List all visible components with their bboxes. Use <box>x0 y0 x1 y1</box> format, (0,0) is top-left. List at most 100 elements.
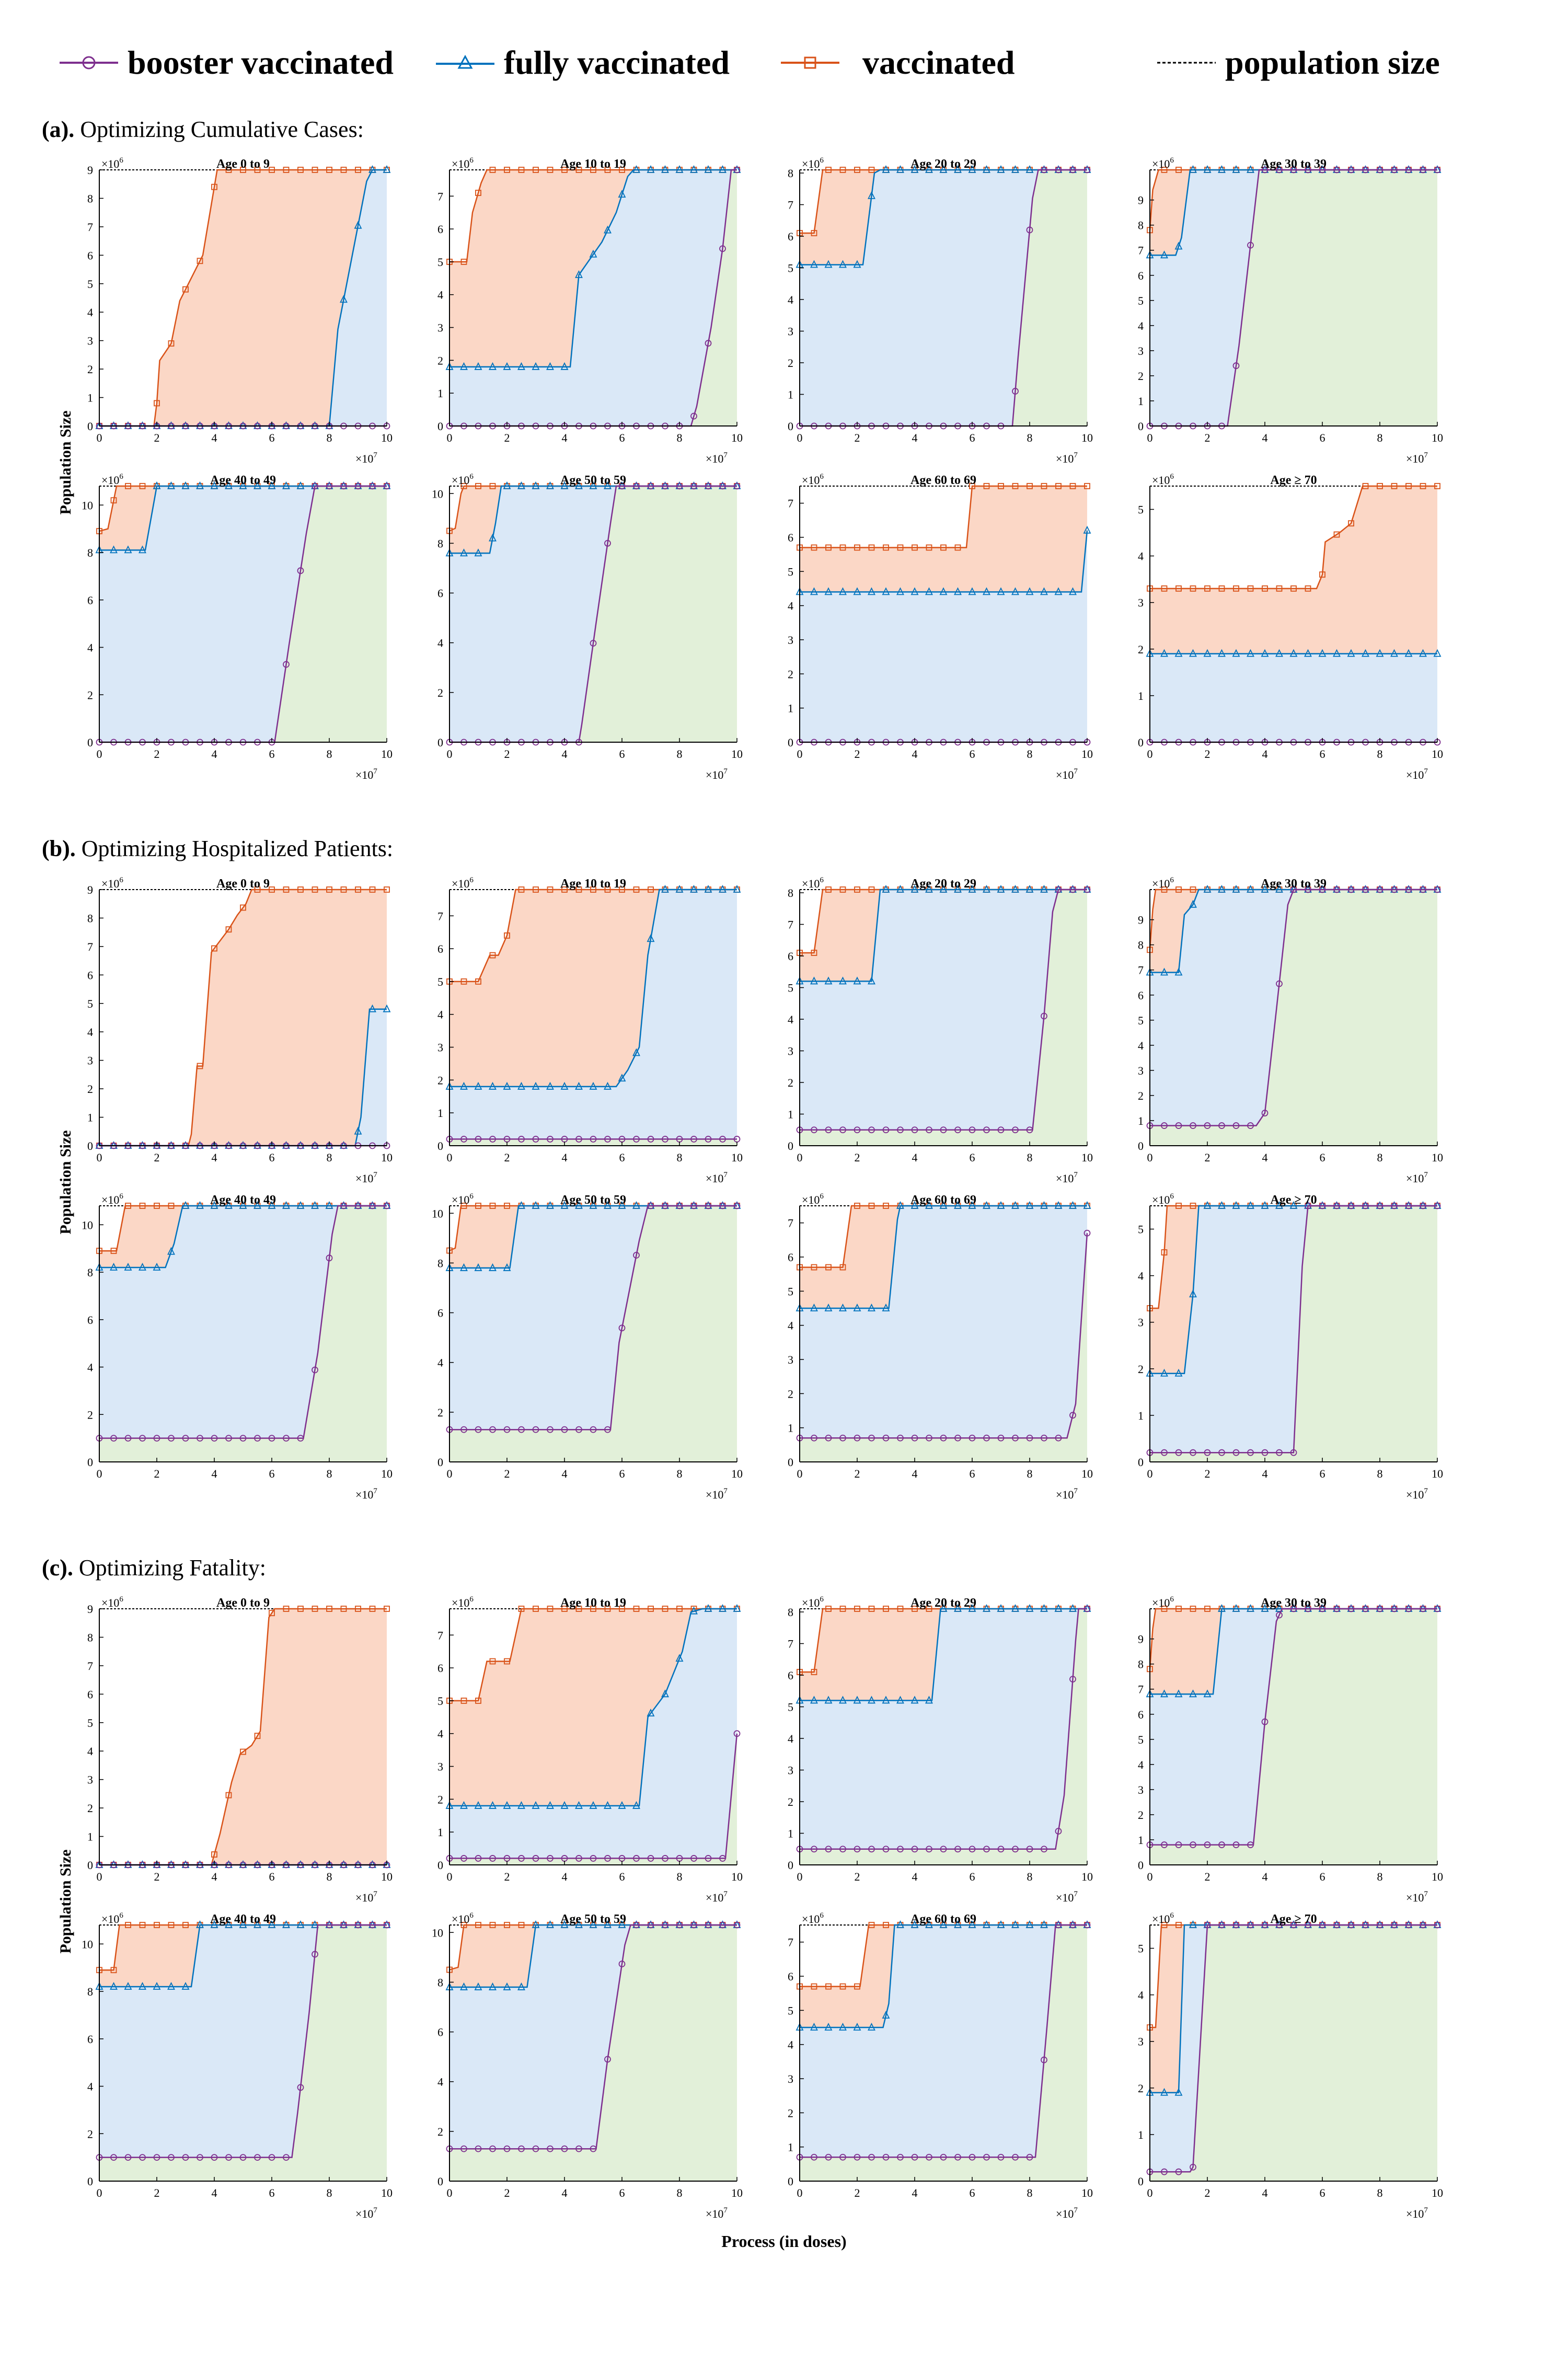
fully-point <box>939 1604 948 1612</box>
fully-point <box>1011 587 1019 595</box>
chart-panel: 0 2 4 6 8 10 0 2 4 6 8 10 ×107 ×106 Age 40 to 49 <box>82 1911 393 2220</box>
x-tick-label: 0 <box>447 1870 453 1883</box>
vaccinated-point <box>1190 1606 1196 1612</box>
fully-point <box>325 1201 333 1209</box>
y-tick-label: 2 <box>1138 2082 1144 2095</box>
booster-point <box>547 2145 554 2152</box>
booster-line <box>1150 1608 1437 1846</box>
y-tick-label: 0 <box>788 2175 793 2188</box>
vaccinated-point <box>1175 167 1182 173</box>
fully-point <box>1174 241 1183 250</box>
booster-point <box>1204 1122 1211 1129</box>
x-tick-label: 2 <box>504 431 510 444</box>
chart-panel: 0 2 4 6 8 10 0 2 4 6 8 10 ×107 ×106 Age 40 to 49 <box>82 1192 393 1501</box>
x-tick-label: 6 <box>1320 1151 1325 1164</box>
vaccinated-point <box>1377 483 1383 489</box>
booster-point <box>1333 1202 1340 1209</box>
fully-point <box>839 260 847 268</box>
y-tick-label: 8 <box>87 1985 93 1998</box>
panel-title: Age 0 to 9 <box>216 1596 270 1610</box>
y-tick-label: 9 <box>1138 194 1144 207</box>
y-tick-label: 1 <box>1138 1409 1144 1422</box>
fully-point <box>1025 1201 1034 1209</box>
fully-point <box>1419 649 1427 657</box>
y-tick-label: 2 <box>87 2127 93 2140</box>
fully-point <box>733 1604 741 1612</box>
fully-point <box>1025 587 1034 595</box>
x-exponent: 7 <box>1074 1171 1078 1179</box>
y-tick-label: 4 <box>87 641 93 654</box>
booster-point <box>1376 1202 1383 1209</box>
fully-point <box>575 481 583 489</box>
vaccinated-point <box>504 932 510 939</box>
fully-point <box>139 545 146 554</box>
fully-point <box>939 587 948 595</box>
fully-point <box>546 1801 554 1809</box>
vaccinated-point <box>312 167 318 173</box>
y-tick-label: 4 <box>87 1361 93 1374</box>
vaccinated-point <box>648 886 654 893</box>
booster-point <box>719 1202 726 1209</box>
fully-point <box>1247 649 1254 657</box>
vaccinated-area <box>1150 486 1437 654</box>
y-tick-label: 7 <box>1138 964 1144 977</box>
booster-point <box>647 482 654 490</box>
fully-point <box>296 481 305 489</box>
y-tick-label: 2 <box>1138 370 1144 383</box>
vaccinated-point <box>1362 483 1369 489</box>
x-tick-label: 6 <box>1320 1467 1325 1480</box>
vaccinated-point <box>182 286 189 293</box>
fully-point <box>810 1696 818 1704</box>
x-exponent: 7 <box>1074 767 1078 776</box>
x-tick-label: 2 <box>1205 1151 1210 1164</box>
fully-point <box>225 481 233 489</box>
x-tick-label: 6 <box>619 2186 625 2199</box>
fully-area <box>1150 1206 1437 1453</box>
fully-point <box>560 1920 569 1928</box>
booster-point <box>575 1855 582 1862</box>
booster-point <box>1055 1828 1062 1835</box>
x-tick-label: 10 <box>1081 747 1093 760</box>
fully-point <box>868 976 875 985</box>
booster-point <box>532 1855 539 1862</box>
chart-panel: 0 1 2 3 4 5 6 7 8 9 0 2 4 6 8 10 ×107 ×106 Age 30 to 39 <box>1138 1595 1443 1904</box>
x-tick-label: 0 <box>97 1151 102 1164</box>
x-tick-label: 0 <box>1147 747 1153 760</box>
booster-point <box>1041 2056 1047 2064</box>
booster-point <box>1083 1605 1091 1612</box>
fully-area <box>800 1609 1087 1849</box>
booster-line <box>99 1924 387 2158</box>
booster-point <box>268 2154 275 2161</box>
vaccinated-point <box>283 167 290 173</box>
vaccinated-point <box>1190 585 1196 592</box>
x-tick-label: 4 <box>1262 1467 1268 1480</box>
fully-area <box>449 1609 737 1859</box>
booster-point <box>1069 1412 1076 1419</box>
x-exponent: 7 <box>723 1487 728 1495</box>
x-tick-label: 8 <box>677 2186 683 2199</box>
fully-point <box>503 362 511 370</box>
booster-point <box>139 2154 146 2161</box>
vaccinated-point <box>1405 483 1412 489</box>
y-tick-label: 0 <box>788 420 793 433</box>
y-exponent: 6 <box>1170 156 1174 165</box>
section-title-c: (c). Optimizing Fatality: <box>42 1555 266 1581</box>
booster-point <box>532 1426 539 1433</box>
x-exponent: 7 <box>723 1890 728 1898</box>
vaccinated-point <box>940 544 947 551</box>
fully-point <box>181 481 190 489</box>
fully-point <box>153 1981 161 1990</box>
vaccinated-point <box>326 886 332 893</box>
fully-point <box>239 1201 247 1209</box>
fully-point <box>983 884 990 893</box>
fully-point <box>824 1696 833 1704</box>
y-tick-label: 0 <box>788 736 793 749</box>
fully-point <box>181 1981 190 1990</box>
vaccinated-point <box>575 167 582 173</box>
fully-area <box>800 1206 1087 1438</box>
x-tick-label: 0 <box>797 747 803 760</box>
y-tick-label: 6 <box>1138 269 1144 282</box>
booster-point <box>1012 1434 1019 1442</box>
vaccinated-point <box>676 1606 683 1612</box>
y-exponent: 6 <box>1170 876 1174 884</box>
